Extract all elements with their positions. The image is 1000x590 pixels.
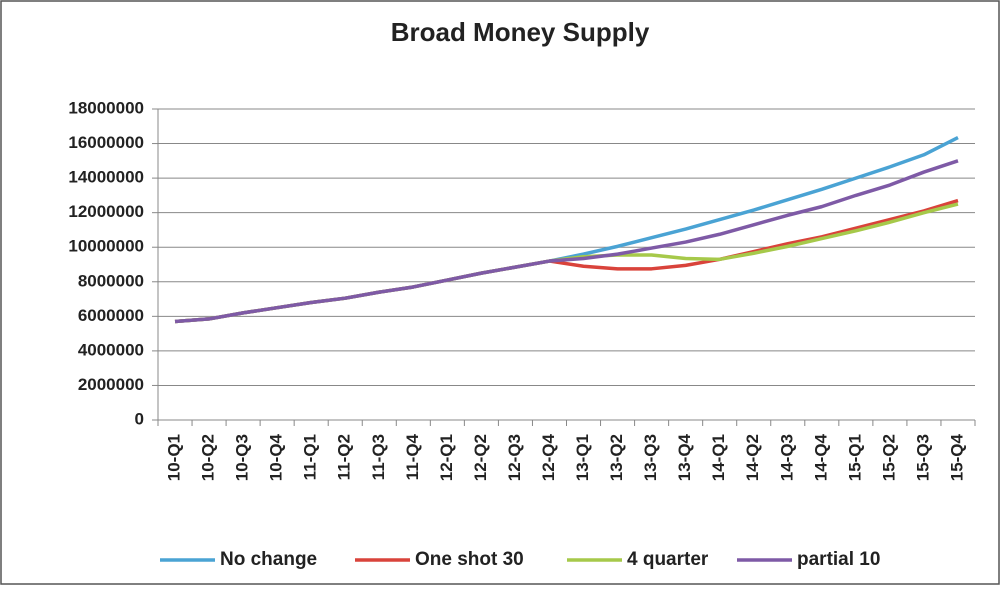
y-tick-label: 8000000: [78, 271, 144, 290]
x-tick-label: 14-Q4: [811, 433, 830, 481]
x-tick-label: 11-Q4: [403, 433, 422, 480]
x-tick-label: 12-Q3: [505, 434, 524, 481]
x-tick-label: 14-Q2: [743, 434, 762, 481]
legend-label: No change: [220, 549, 317, 570]
y-tick-label: 2000000: [78, 375, 144, 394]
y-tick-label: 10000000: [68, 237, 144, 256]
x-tick-label: 13-Q4: [675, 433, 694, 481]
x-tick-label: 11-Q1: [301, 434, 320, 480]
x-tick-label: 14-Q1: [709, 434, 728, 481]
x-tick-label: 10-Q4: [267, 433, 286, 481]
x-tick-label: 10-Q3: [233, 434, 252, 481]
y-tick-label: 12000000: [68, 202, 144, 221]
x-tick-label: 10-Q2: [199, 434, 218, 481]
x-tick-label: 15-Q2: [879, 434, 898, 481]
chart-title: Broad Money Supply: [391, 17, 650, 47]
x-tick-label: 11-Q3: [369, 434, 388, 480]
x-tick-label: 11-Q2: [335, 434, 354, 480]
x-tick-label: 12-Q4: [539, 433, 558, 481]
y-tick-label: 6000000: [78, 306, 144, 325]
x-tick-label: 15-Q4: [947, 433, 966, 481]
x-tick-label: 14-Q3: [777, 434, 796, 481]
x-tick-label: 15-Q3: [913, 434, 932, 481]
series-line: [174, 159, 959, 324]
x-tick-label: 15-Q1: [845, 434, 864, 481]
legend-label: 4 quarter: [627, 549, 709, 570]
y-tick-label: 18000000: [68, 98, 144, 117]
y-tick-label: 14000000: [68, 168, 144, 187]
y-tick-label: 0: [135, 409, 144, 428]
y-tick-label: 4000000: [78, 340, 144, 359]
x-tick-label: 13-Q2: [607, 434, 626, 481]
legend-label: One shot 30: [415, 549, 524, 570]
y-tick-label: 16000000: [68, 133, 144, 152]
x-tick-label: 12-Q2: [471, 434, 490, 481]
x-tick-label: 13-Q3: [641, 434, 660, 481]
x-tick-label: 12-Q1: [437, 434, 456, 481]
x-tick-label: 10-Q1: [165, 434, 184, 481]
x-tick-label: 13-Q1: [573, 434, 592, 481]
legend-label: partial 10: [797, 549, 880, 570]
